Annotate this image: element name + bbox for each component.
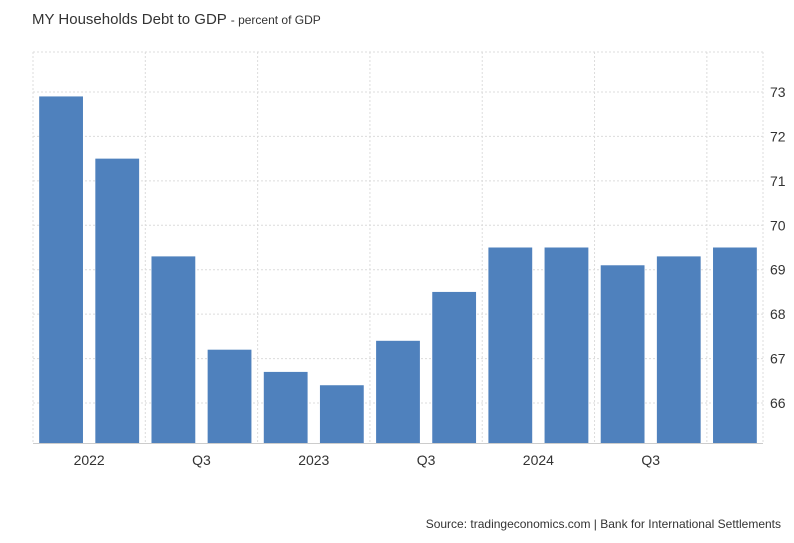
bar <box>319 385 364 443</box>
bar <box>376 340 420 443</box>
bar <box>488 247 533 443</box>
x-tick-label: Q3 <box>192 452 211 468</box>
y-tick-label: 66 <box>770 395 786 411</box>
x-tick-label: 2022 <box>74 452 105 468</box>
y-tick-label: 73 <box>770 84 786 100</box>
y-tick-label: 70 <box>770 217 786 233</box>
y-tick-label: 69 <box>770 262 786 278</box>
bar <box>151 256 196 443</box>
chart-subtitle-text: percent of GDP <box>238 13 321 27</box>
bar <box>207 349 252 443</box>
chart-subtitle: - percent of GDP <box>230 13 321 27</box>
y-tick-label: 72 <box>770 128 786 144</box>
bar <box>544 247 589 443</box>
bar <box>713 247 757 443</box>
bar <box>600 265 645 443</box>
bar <box>656 256 701 443</box>
x-tick-label: 2024 <box>523 452 554 468</box>
x-tick-label: Q3 <box>641 452 660 468</box>
y-tick-label: 67 <box>770 351 786 367</box>
bar <box>39 96 83 443</box>
bar <box>95 158 140 444</box>
chart-title: MY Households Debt to GDP - percent of G… <box>32 11 321 28</box>
bar <box>432 291 477 443</box>
chart-title-text: MY Households Debt to GDP <box>32 11 227 28</box>
x-tick-label: 2023 <box>298 452 329 468</box>
y-tick-label: 68 <box>770 306 786 322</box>
bar <box>263 371 308 443</box>
x-tick-label: Q3 <box>417 452 436 468</box>
source-note: Source: tradingeconomics.com | Bank for … <box>425 517 781 531</box>
y-tick-label: 71 <box>770 173 786 189</box>
